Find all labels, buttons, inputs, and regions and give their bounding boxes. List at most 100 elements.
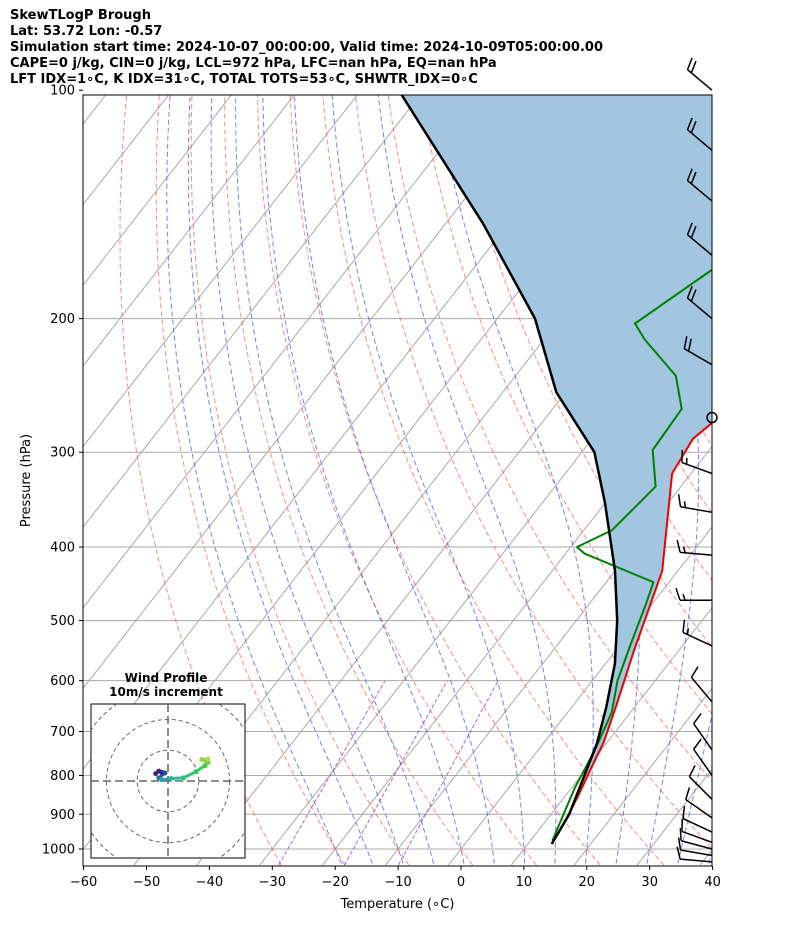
- barb-flag-full: [690, 289, 697, 302]
- wind-barb: [683, 336, 713, 366]
- moist-adiabat-line: [262, 95, 465, 864]
- dry-adiabat-line: [119, 95, 282, 866]
- hodograph-ring: [105, 718, 231, 844]
- barb-staff: [682, 817, 713, 833]
- y-tick-label: 700: [50, 725, 75, 740]
- barb-staff: [681, 830, 713, 844]
- wind-barb: [682, 805, 713, 833]
- barb-flag-full: [685, 787, 691, 800]
- wind-barb: [685, 787, 713, 819]
- wind-barb: [686, 222, 713, 256]
- isotherm-line: [83, 95, 421, 529]
- isotherm-line: [259, 284, 712, 866]
- x-tick-label: 10: [516, 875, 533, 890]
- x-axis-label: Temperature (∘C): [340, 897, 455, 912]
- x-tick-label: −30: [259, 875, 286, 890]
- location-line: Lat: 53.72 Lon: -0.57: [10, 24, 163, 39]
- y-axis-label: Pressure (hPa): [19, 434, 34, 527]
- isotherm-line: [763, 90, 794, 865]
- isotherm-line: [699, 848, 712, 866]
- x-tick-label: −60: [70, 875, 97, 890]
- time-line: Simulation start time: 2024-10-07_00:00:…: [10, 40, 603, 55]
- barb-flag-full: [690, 666, 699, 678]
- isotherm-line: [83, 95, 484, 609]
- barb-flag-full: [688, 765, 696, 778]
- barb-staff: [683, 348, 713, 366]
- y-tick-label: 1000: [42, 843, 75, 858]
- wind-barb: [693, 738, 713, 776]
- y-tick-label: 200: [50, 312, 75, 327]
- moist-adiabat-line: [166, 95, 342, 864]
- chart-title: SkewTLogP Brough: [10, 8, 151, 23]
- barb-staff: [687, 179, 713, 202]
- barb-flag-full: [675, 587, 681, 601]
- barb-flag-full: [686, 57, 693, 70]
- plot-area: [83, 90, 794, 866]
- x-tick-label: 30: [641, 875, 658, 890]
- mixing-ratio-line: [278, 680, 386, 866]
- wind-barb: [677, 837, 713, 857]
- wind-barb: [681, 449, 713, 475]
- plot-frame: [82, 94, 713, 867]
- hodograph-point: [180, 775, 186, 781]
- barb-flag-full: [676, 846, 681, 860]
- wind-barb: [681, 818, 713, 844]
- barb-flag-full: [690, 60, 697, 74]
- barb-staff: [680, 506, 713, 514]
- barb-flag-full: [686, 117, 693, 130]
- wind-barb: [688, 765, 713, 800]
- hodograph-point: [199, 756, 205, 762]
- barb-staff: [681, 461, 713, 475]
- wind-barb: [686, 168, 713, 202]
- barb-staff: [680, 839, 713, 850]
- moist-adiabat-line: [740, 90, 794, 863]
- barb-flag-full: [679, 828, 682, 841]
- hodograph-point: [205, 760, 211, 766]
- dry-adiabat-line: [779, 90, 794, 865]
- barb-flag-half: [682, 593, 686, 601]
- hodograph-ring: [136, 749, 200, 813]
- calm-wind-circle: [706, 411, 718, 424]
- barb-flag-half: [686, 628, 689, 635]
- hodograph-point: [168, 776, 174, 782]
- temperature-profile-line: [552, 421, 712, 842]
- y-tick-label: 600: [50, 674, 75, 689]
- barb-flag-full: [677, 494, 682, 507]
- hodograph-point: [205, 756, 211, 762]
- wind-barb: [690, 666, 713, 703]
- wind-barb: [675, 587, 712, 601]
- barb-flag-full: [690, 171, 697, 185]
- dry-adiabat-line: [155, 95, 346, 866]
- isotherm-line: [573, 687, 712, 866]
- barb-staff: [687, 69, 713, 91]
- hodograph-point: [202, 763, 208, 769]
- moist-adiabat-line: [708, 849, 712, 864]
- barb-flag-full: [683, 336, 688, 349]
- barb-flag-half: [682, 546, 686, 554]
- y-tick-label: 400: [50, 541, 75, 556]
- barb-staff: [693, 723, 713, 751]
- wind-barb: [677, 494, 713, 514]
- wind-barbs: [675, 57, 718, 863]
- barb-staff: [687, 129, 713, 151]
- moist-adiabat-line: [187, 95, 373, 864]
- y-tick-label: 800: [50, 769, 75, 784]
- wind-barb: [686, 117, 713, 151]
- dry-adiabat-line: [256, 95, 537, 866]
- y-tick-label: 900: [50, 808, 75, 823]
- barb-staff: [687, 297, 713, 320]
- hodograph-point: [162, 770, 168, 776]
- dry-adiabat-line: [746, 90, 794, 865]
- barb-flag-full: [693, 738, 702, 750]
- y-tick-label: 300: [50, 446, 75, 461]
- x-tick-label: −50: [133, 875, 160, 890]
- dewpoint-profile-line: [551, 268, 712, 842]
- barb-staff: [680, 551, 713, 556]
- wind-barb: [676, 539, 713, 556]
- isotherm-line: [83, 95, 358, 448]
- mixing-ratio-line: [343, 680, 448, 866]
- dry-adiabat-line: [322, 95, 665, 866]
- x-tick-label: −10: [384, 875, 411, 890]
